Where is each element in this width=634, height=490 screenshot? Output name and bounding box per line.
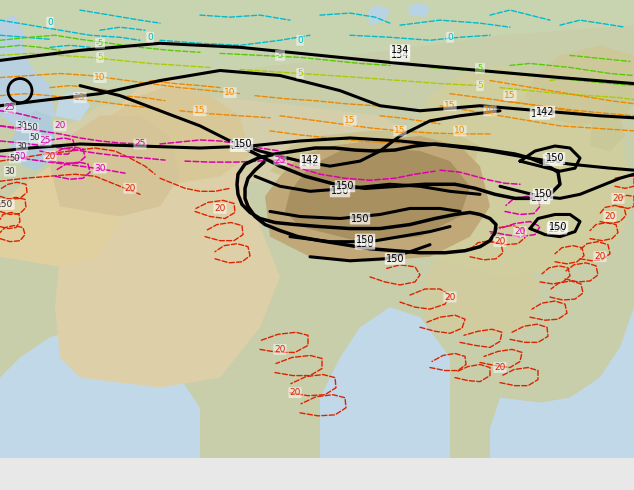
Polygon shape: [270, 131, 480, 191]
Text: 5: 5: [97, 53, 103, 62]
Text: 142: 142: [536, 107, 554, 117]
Text: 142: 142: [301, 155, 320, 165]
Polygon shape: [55, 75, 280, 388]
Polygon shape: [0, 327, 200, 458]
Polygon shape: [55, 91, 90, 121]
Text: 150: 150: [546, 153, 564, 163]
Text: 25: 25: [39, 137, 51, 146]
Text: 20: 20: [612, 194, 624, 203]
Polygon shape: [0, 25, 30, 116]
Text: 150: 150: [22, 123, 38, 132]
Text: 5: 5: [477, 81, 483, 90]
Polygon shape: [50, 96, 420, 186]
Text: 20: 20: [124, 184, 136, 193]
Text: 150: 150: [336, 181, 354, 191]
Text: Height/Temp. 850 hPa [gdmp][°C] ECMWF: Height/Temp. 850 hPa [gdmp][°C] ECMWF: [6, 467, 284, 481]
Text: 150: 150: [549, 221, 567, 232]
Text: 20: 20: [275, 345, 286, 354]
Text: 150: 150: [0, 200, 13, 209]
Polygon shape: [500, 307, 634, 408]
Text: 20: 20: [55, 122, 66, 130]
Text: 150: 150: [544, 155, 562, 165]
Text: 30: 30: [16, 142, 27, 150]
Text: 142: 142: [531, 109, 549, 119]
Text: 5: 5: [297, 69, 303, 78]
Text: 150: 150: [534, 189, 552, 199]
Text: 15: 15: [344, 116, 356, 125]
Text: 20: 20: [594, 252, 605, 261]
Text: 20: 20: [289, 388, 301, 397]
Text: 150: 150: [351, 214, 369, 223]
Text: Tu 24-09-2024 12:00 UTC (00+108): Tu 24-09-2024 12:00 UTC (00+108): [387, 467, 628, 481]
Text: 25: 25: [4, 103, 15, 112]
Text: 150: 150: [548, 223, 566, 234]
Polygon shape: [368, 5, 390, 25]
Text: 15: 15: [74, 93, 86, 102]
Text: 15: 15: [444, 101, 456, 110]
Polygon shape: [0, 66, 55, 136]
Text: 150: 150: [531, 194, 549, 203]
Text: 20: 20: [604, 212, 616, 221]
Text: 25: 25: [134, 140, 146, 148]
Text: 30: 30: [14, 151, 26, 161]
Polygon shape: [490, 347, 634, 458]
Text: -5: -5: [476, 64, 484, 73]
Text: 150: 150: [231, 141, 249, 151]
Text: 150: 150: [385, 254, 404, 264]
Text: 142: 142: [301, 158, 320, 168]
Text: 20: 20: [495, 237, 506, 246]
Text: -5: -5: [276, 51, 284, 60]
Polygon shape: [50, 116, 180, 217]
Text: 150: 150: [356, 235, 374, 245]
Text: 10: 10: [454, 126, 466, 135]
Text: 0: 0: [147, 33, 153, 42]
Polygon shape: [285, 148, 470, 242]
Polygon shape: [590, 111, 625, 151]
Polygon shape: [80, 86, 250, 186]
Text: -5: -5: [96, 39, 104, 48]
Text: 30: 30: [16, 122, 27, 130]
Text: 30: 30: [4, 167, 15, 176]
Polygon shape: [408, 3, 430, 17]
Polygon shape: [400, 66, 634, 277]
Polygon shape: [320, 307, 450, 458]
Polygon shape: [605, 84, 634, 118]
Polygon shape: [0, 15, 25, 66]
Text: 15: 15: [394, 126, 406, 135]
Text: 15: 15: [194, 106, 206, 115]
Polygon shape: [0, 156, 120, 267]
Text: 20: 20: [514, 227, 526, 236]
Text: 20: 20: [214, 204, 226, 213]
Text: 10: 10: [224, 88, 236, 97]
Text: 150: 150: [234, 139, 252, 149]
Text: 134: 134: [391, 50, 409, 60]
Text: 20: 20: [444, 293, 456, 301]
Text: 20: 20: [44, 151, 56, 161]
Text: 30: 30: [94, 164, 106, 172]
Text: 150: 150: [331, 186, 349, 196]
Polygon shape: [525, 45, 634, 126]
Text: 25: 25: [275, 156, 286, 165]
Polygon shape: [265, 136, 490, 262]
Text: 134: 134: [391, 46, 409, 55]
Text: 50: 50: [10, 153, 20, 163]
Polygon shape: [10, 111, 55, 171]
Text: 15: 15: [504, 91, 515, 100]
Text: 20: 20: [495, 363, 506, 372]
Text: 10: 10: [484, 106, 496, 115]
Text: 10: 10: [94, 73, 106, 82]
Text: 0: 0: [297, 36, 303, 45]
Polygon shape: [0, 0, 634, 106]
Text: 50: 50: [30, 133, 40, 143]
Text: 0: 0: [47, 18, 53, 26]
Text: 0: 0: [447, 33, 453, 42]
Polygon shape: [420, 217, 540, 337]
Text: 150: 150: [356, 239, 374, 249]
